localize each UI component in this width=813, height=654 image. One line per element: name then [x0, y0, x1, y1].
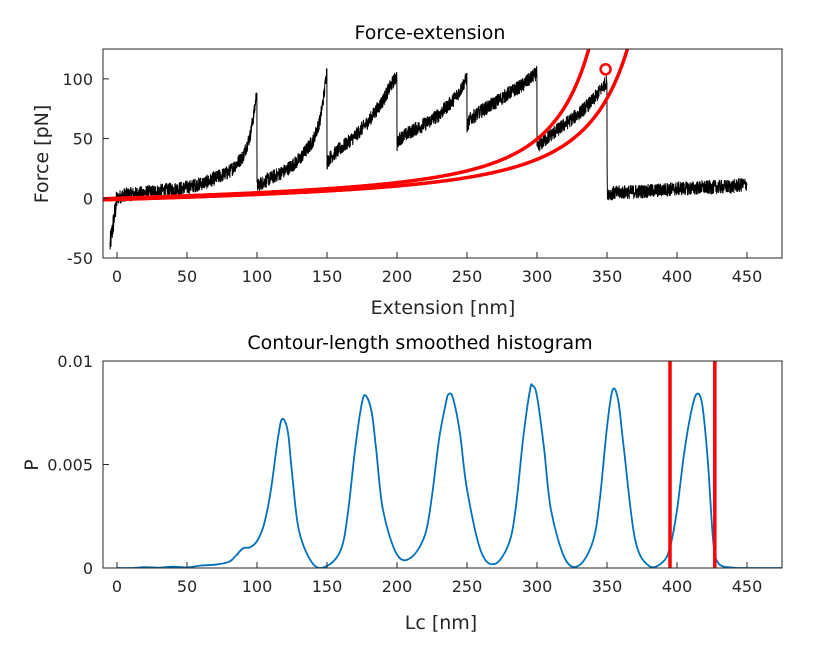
wlc-fit-curve-2 — [103, 49, 630, 202]
histogram-x-tick-label: 450 — [732, 577, 763, 596]
force-extension-x-tick-label: 450 — [732, 267, 763, 286]
histogram-x-tick-label: 150 — [312, 577, 343, 596]
force-extension-y-ticks: -50 0 50 100 — [62, 70, 109, 268]
histogram-curve — [117, 383, 782, 568]
force-extension-x-ticks: 0 50 100 150 200 250 300 350 400 450 — [112, 252, 762, 286]
force-extension-y-tick-label: 50 — [73, 130, 93, 149]
force-extension-x-tick-label: 50 — [177, 267, 197, 286]
histogram-x-label: Lc [nm] — [405, 612, 477, 634]
force-extension-panel: Force-extension 0 50 100 150 200 250 300 350 400… — [31, 22, 783, 319]
histogram-axes-box — [102, 360, 783, 569]
force-extension-title: Force-extension — [355, 22, 506, 44]
force-extension-x-tick-label: 250 — [452, 267, 483, 286]
histogram-x-ticks: 0 50 100 150 200 250 300 350 400 450 — [112, 562, 762, 596]
force-extension-axes-box — [102, 48, 783, 259]
histogram-y-label: P — [21, 459, 43, 470]
force-extension-x-tick-label: 300 — [522, 267, 553, 286]
force-extension-x-tick-label: 200 — [382, 267, 413, 286]
histogram-y-tick-label: 0 — [83, 559, 93, 578]
force-extension-x-label: Extension [nm] — [371, 297, 516, 319]
force-extension-x-tick-label: 350 — [592, 267, 623, 286]
histogram-x-tick-label: 100 — [242, 577, 273, 596]
histogram-x-tick-label: 300 — [522, 577, 553, 596]
rupture-marker — [599, 63, 612, 76]
force-extension-y-tick-label: 100 — [62, 70, 93, 89]
force-extension-x-tick-label: 400 — [662, 267, 693, 286]
histogram-x-tick-label: 250 — [452, 577, 483, 596]
histogram-x-tick-label: 50 — [177, 577, 197, 596]
histogram-x-tick-label: 400 — [662, 577, 693, 596]
force-extension-y-tick-label: 0 — [83, 189, 93, 208]
force-extension-x-tick-label: 150 — [312, 267, 343, 286]
wlc-fit-curve-1 — [103, 49, 591, 201]
histogram-x-tick-label: 200 — [382, 577, 413, 596]
force-extension-x-tick-label: 100 — [242, 267, 273, 286]
histogram-plot-area — [117, 361, 782, 568]
histogram-y-tick-label: 0.005 — [47, 456, 93, 475]
histogram-y-tick-label: 0.01 — [57, 352, 93, 371]
force-extension-y-label: Force [pN] — [31, 105, 53, 204]
histogram-y-ticks: 0 0.005 0.01 — [47, 352, 109, 578]
histogram-x-tick-label: 0 — [112, 577, 122, 596]
force-extension-trace — [109, 65, 748, 250]
force-extension-y-tick-label: -50 — [67, 249, 93, 268]
histogram-x-tick-label: 350 — [592, 577, 623, 596]
histogram-title: Contour-length smoothed histogram — [247, 332, 592, 354]
force-extension-x-tick-label: 0 — [112, 267, 122, 286]
force-extension-plot-area — [103, 49, 748, 250]
histogram-panel: Contour-length smoothed histogram 0 50 100… — [21, 332, 783, 634]
